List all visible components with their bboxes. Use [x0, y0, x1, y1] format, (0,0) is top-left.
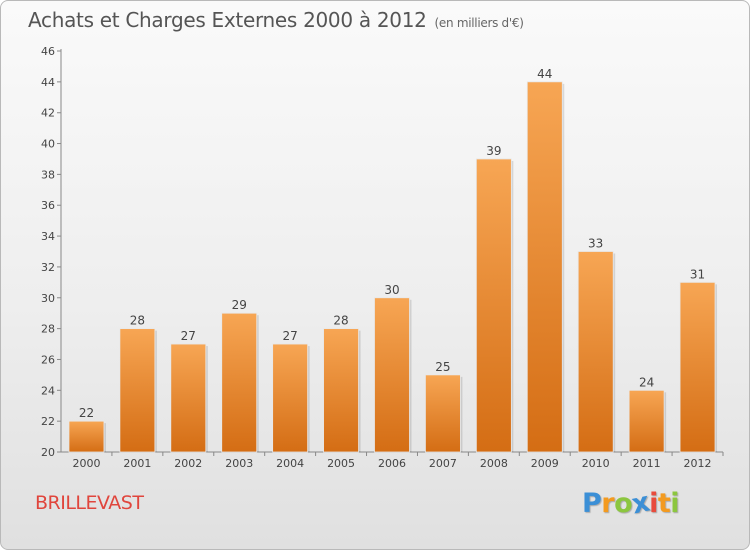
y-tick-label: 40	[41, 138, 55, 151]
x-tick-label: 2001	[123, 457, 151, 470]
y-tick-label: 30	[41, 292, 55, 305]
bar	[577, 251, 614, 453]
bar	[679, 281, 716, 453]
x-tick-label: 2000	[72, 457, 100, 470]
title-text: Achats et Charges Externes 2000 à 2012	[28, 8, 427, 32]
bar-value-label: 39	[486, 144, 501, 158]
bar-value-label: 25	[435, 360, 450, 374]
logo-letter: P	[582, 488, 602, 519]
y-tick-label: 38	[41, 168, 55, 181]
x-tick-label: 2009	[531, 457, 559, 470]
bar-value-label: 24	[639, 375, 654, 389]
bar	[272, 343, 309, 453]
bar-value-label: 22	[79, 406, 94, 420]
y-tick-label: 22	[41, 415, 55, 428]
bar	[119, 328, 156, 453]
y-tick-label: 26	[41, 353, 55, 366]
x-tick-label: 2002	[174, 457, 202, 470]
bar-value-label: 29	[232, 298, 247, 312]
y-tick-label: 32	[41, 261, 55, 274]
bar	[628, 389, 665, 453]
proxiti-logo: Proxiti	[582, 487, 680, 521]
value-labels: 22 28 27 29 27 28 30 25 39 44 33 24 31	[79, 67, 705, 420]
y-tick-label: 34	[41, 230, 55, 243]
logo-letter: i	[649, 488, 658, 519]
logo-letter: o	[614, 488, 633, 519]
logo-letter: t	[657, 488, 671, 519]
bar-value-label: 31	[690, 267, 705, 281]
bar	[323, 328, 359, 453]
x-tick-label: 2006	[378, 457, 406, 470]
bar-value-label: 27	[181, 329, 196, 343]
x-tick-label: 2004	[276, 457, 304, 470]
axes: 20 22 24 26 28 30 32 34 36 38 40 42 44 46 2000 2001 2002…	[41, 45, 724, 470]
x-tick-label: 2007	[429, 457, 457, 470]
bar-value-label: 27	[283, 329, 298, 343]
bar-value-label: 30	[384, 283, 399, 297]
bar-value-label: 28	[130, 314, 145, 328]
bar	[475, 158, 512, 453]
bar	[170, 343, 207, 453]
x-tick-label: 2011	[633, 457, 661, 470]
x-tick-label: 2005	[327, 457, 355, 470]
x-tick-label: 2008	[480, 457, 508, 470]
x-tick-label: 2012	[684, 457, 712, 470]
y-tick-label: 42	[41, 107, 55, 120]
bars	[68, 81, 718, 453]
logo-letter: r	[601, 488, 615, 519]
logo-letter: i	[670, 488, 680, 519]
x-tick-label: 2003	[225, 457, 253, 470]
x-tick-label: 2010	[582, 457, 610, 470]
y-tick-label: 24	[41, 384, 55, 397]
bar	[68, 420, 105, 453]
bar-value-label: 33	[588, 237, 603, 251]
region-name: BRILLEVAST	[35, 492, 144, 514]
bar	[221, 312, 258, 453]
y-tick-label: 44	[41, 76, 55, 89]
y-tick-label: 46	[41, 45, 55, 58]
bar	[526, 81, 563, 453]
bar-value-label: 44	[537, 67, 552, 81]
y-tick-label: 28	[41, 323, 55, 336]
y-tick-label: 36	[41, 199, 55, 212]
bar	[425, 374, 461, 453]
y-tick-label: 20	[41, 446, 55, 459]
chart-subtitle: (en milliers d'€)	[434, 16, 524, 30]
chart-title: Achats et Charges Externes 2000 à 2012 (e…	[28, 8, 524, 32]
bar	[374, 297, 410, 453]
bar-value-label: 28	[333, 314, 348, 328]
